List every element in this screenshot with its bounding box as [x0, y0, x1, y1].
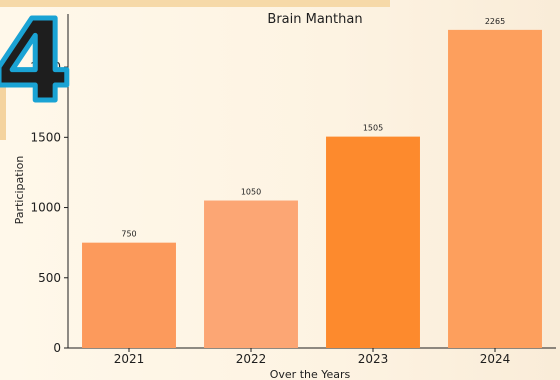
- x-ticks: 2021 2022 2023 2024: [114, 348, 511, 366]
- y-ticks: 0 500 1000 1500 2000: [30, 60, 68, 355]
- y-tick-label: 2000: [30, 60, 61, 74]
- y-tick-label: 1000: [30, 201, 61, 215]
- y-tick-label: 1500: [30, 130, 61, 144]
- data-label: 2265: [485, 17, 505, 26]
- chart-title: Brain Manthan: [267, 12, 362, 27]
- x-tick-label: 2022: [236, 352, 267, 366]
- x-tick-label: 2021: [114, 352, 145, 366]
- logo-number-four: 4: [0, 0, 74, 130]
- x-tick-label: 2024: [480, 352, 511, 366]
- data-labels: 750 1050 1505 2265: [121, 17, 505, 239]
- decorative-band: [0, 0, 390, 7]
- y-tick-label: 500: [38, 271, 61, 285]
- data-label: 750: [121, 230, 136, 239]
- decorative-strip: [0, 80, 6, 140]
- y-tick-label: 0: [53, 341, 61, 355]
- bars: [82, 29, 542, 349]
- data-label: 1050: [241, 188, 261, 197]
- x-axis-title: Over the Years: [270, 368, 351, 380]
- logo-glyph: 4: [0, 0, 72, 127]
- bar-2024: [448, 29, 542, 349]
- bar-2022: [204, 200, 298, 348]
- x-tick-label: 2023: [358, 352, 389, 366]
- bar-2021: [82, 242, 176, 348]
- data-label: 1505: [363, 124, 383, 133]
- y-axis-title: Participation: [13, 156, 26, 225]
- bar-2023: [326, 136, 420, 348]
